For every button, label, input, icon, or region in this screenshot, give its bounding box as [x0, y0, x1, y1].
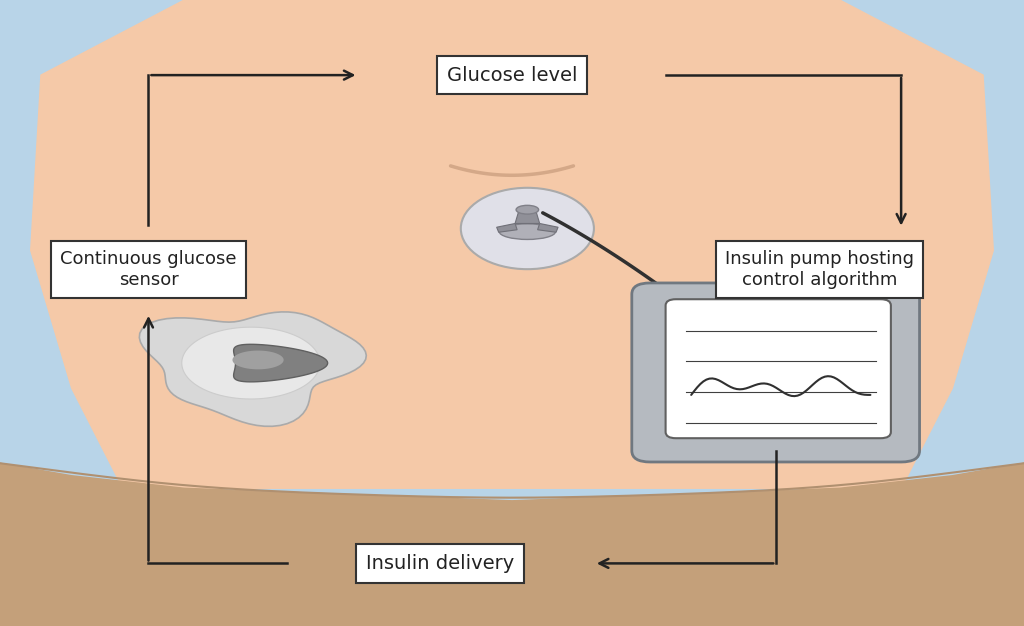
Polygon shape: [538, 223, 558, 232]
Text: Glucose level: Glucose level: [446, 66, 578, 85]
Circle shape: [461, 188, 594, 269]
FancyBboxPatch shape: [666, 299, 891, 438]
Text: Insulin pump hosting
control algorithm: Insulin pump hosting control algorithm: [725, 250, 913, 289]
Polygon shape: [0, 463, 1024, 626]
Polygon shape: [515, 210, 540, 223]
FancyBboxPatch shape: [632, 283, 920, 462]
Polygon shape: [232, 351, 284, 369]
Text: Continuous glucose
sensor: Continuous glucose sensor: [60, 250, 237, 289]
Ellipse shape: [500, 224, 555, 240]
Polygon shape: [139, 312, 367, 426]
Polygon shape: [182, 327, 319, 399]
Polygon shape: [233, 344, 328, 382]
Ellipse shape: [516, 205, 539, 214]
Polygon shape: [31, 0, 993, 488]
Text: Insulin delivery: Insulin delivery: [367, 554, 514, 573]
Polygon shape: [497, 223, 517, 232]
